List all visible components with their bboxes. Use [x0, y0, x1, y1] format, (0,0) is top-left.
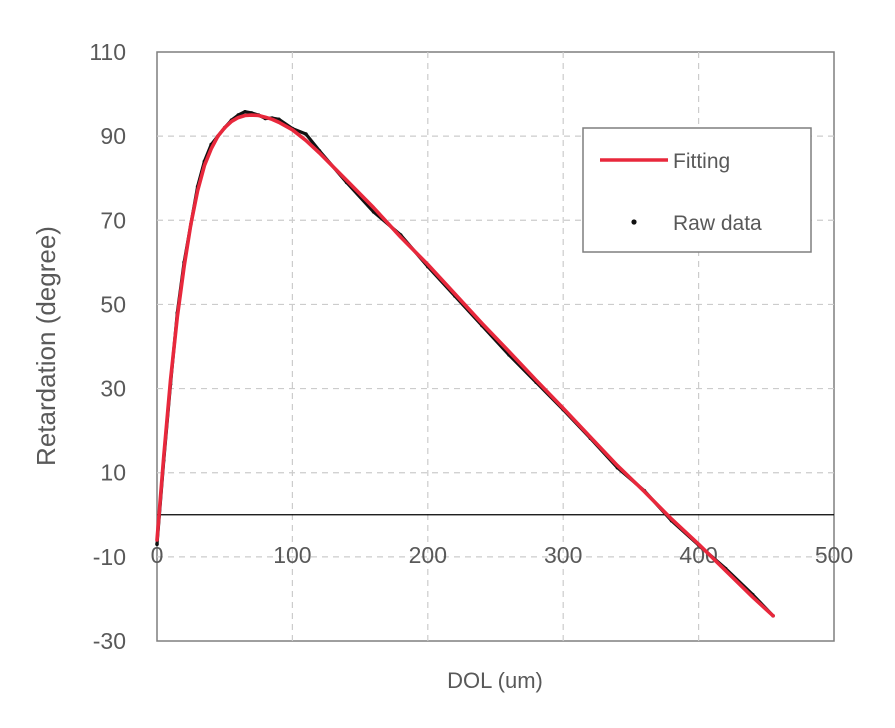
- y-axis-label: Retardation (degree): [31, 226, 61, 466]
- x-tick-label: 200: [409, 542, 447, 568]
- raw-data-point: [243, 109, 247, 114]
- raw-data-point: [304, 132, 308, 136]
- legend-raw-data-swatch: [631, 219, 637, 225]
- x-tick-label: 500: [815, 542, 853, 568]
- y-tick-label: -10: [93, 544, 126, 570]
- x-tick-label: 0: [151, 542, 164, 568]
- y-tick-label: 90: [100, 123, 126, 149]
- legend-raw-data-label: Raw data: [673, 212, 762, 235]
- legend-box: [582, 127, 812, 253]
- x-axis-label: DOL (um): [447, 668, 543, 693]
- series-layer: [155, 109, 775, 618]
- x-tick-label: 300: [544, 542, 582, 568]
- y-tick-label: 50: [100, 291, 126, 317]
- legend: Fitting Raw data: [582, 127, 812, 253]
- fitting-line: [155, 113, 775, 618]
- y-tick-label: 70: [100, 207, 126, 233]
- y-tick-label: 10: [100, 460, 126, 486]
- y-tick-label: -30: [93, 628, 126, 654]
- x-tick-label: 100: [273, 542, 311, 568]
- raw-data-point: [155, 542, 159, 547]
- y-tick-label: 30: [100, 376, 126, 402]
- legend-fitting-label: Fitting: [673, 150, 730, 173]
- y-tick-label: 110: [89, 39, 126, 65]
